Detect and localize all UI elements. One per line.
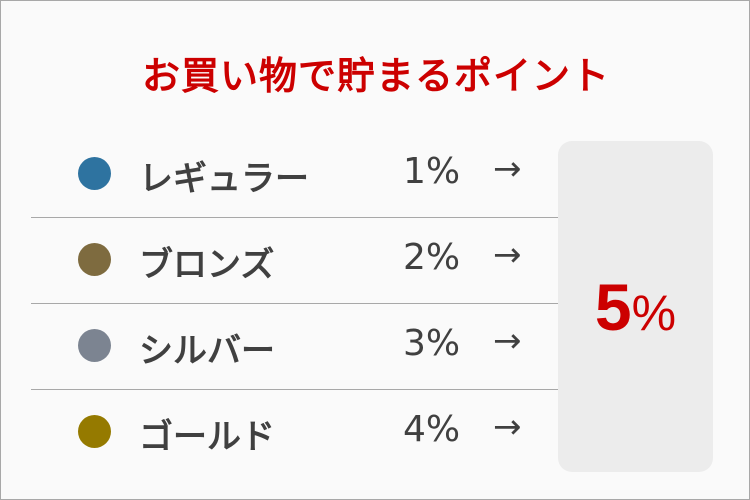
page-title: お買い物で貯まるポイント bbox=[141, 54, 610, 98]
tier-rate: 3% bbox=[403, 323, 461, 364]
tier-rate: 1% bbox=[403, 151, 461, 192]
result-number: 5 bbox=[594, 269, 632, 344]
result-rate: 5% bbox=[595, 269, 676, 345]
tier-label: シルバー bbox=[139, 331, 275, 371]
arrow-right-icon: → bbox=[493, 407, 522, 447]
tier-label: レギュラー bbox=[139, 159, 309, 199]
tier-rate: 4% bbox=[403, 409, 461, 450]
tier-row-regular: レギュラー 1% → bbox=[31, 131, 558, 218]
tier-color-dot-icon bbox=[78, 415, 111, 448]
tier-label: ゴールド bbox=[139, 417, 275, 457]
arrow-right-icon: → bbox=[493, 235, 522, 275]
tier-color-dot-icon bbox=[78, 157, 111, 190]
tier-row-gold: ゴールド 4% → bbox=[31, 389, 558, 475]
result-unit: % bbox=[631, 284, 677, 341]
tier-label: ブロンズ bbox=[139, 245, 275, 285]
result-box: 5% bbox=[558, 141, 713, 472]
tier-row-bronze: ブロンズ 2% → bbox=[31, 217, 558, 304]
tier-rate: 2% bbox=[403, 237, 461, 278]
tier-color-dot-icon bbox=[78, 243, 111, 276]
arrow-right-icon: → bbox=[493, 149, 522, 189]
tier-color-dot-icon bbox=[78, 329, 111, 362]
arrow-right-icon: → bbox=[493, 321, 522, 361]
tier-row-silver: シルバー 3% → bbox=[31, 303, 558, 390]
